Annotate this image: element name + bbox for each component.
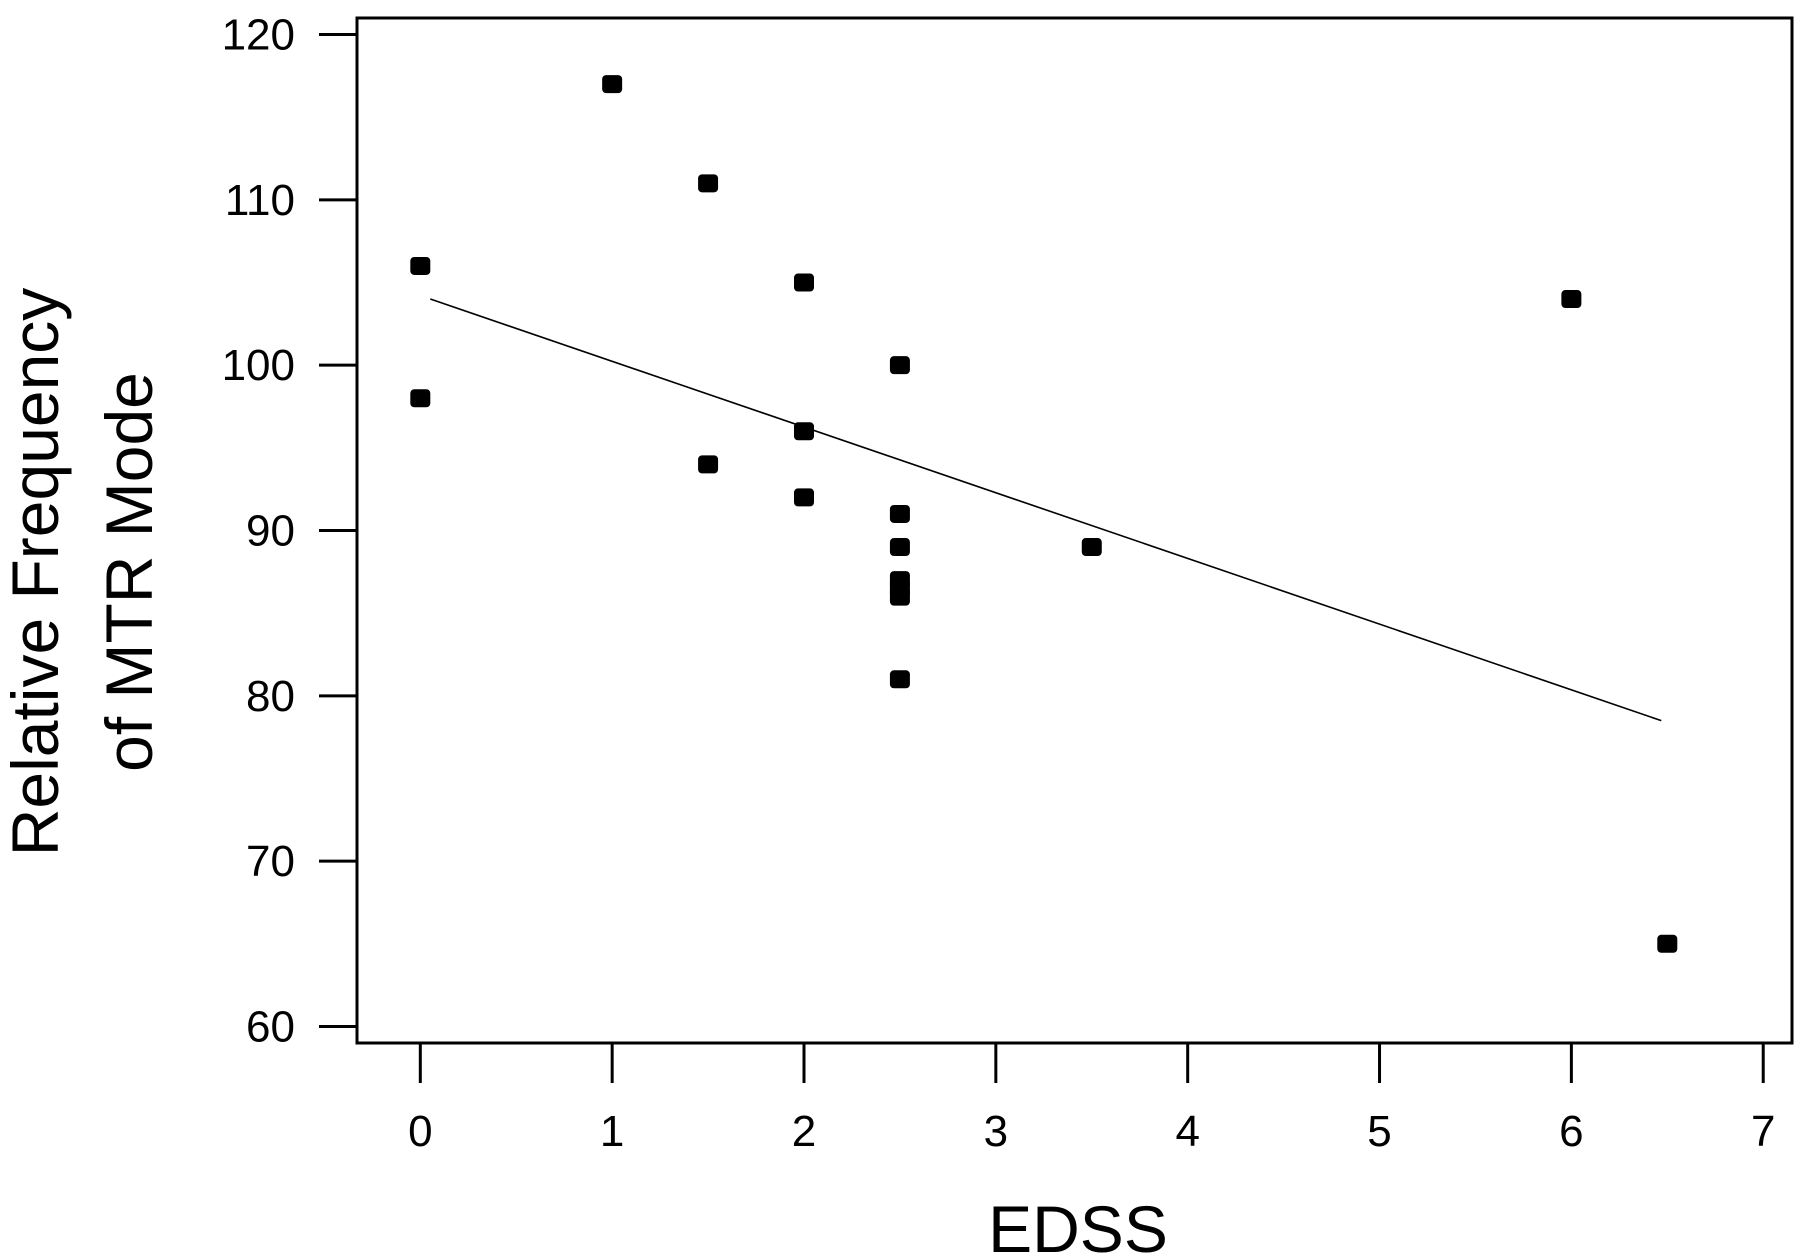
data-point-7	[793, 488, 814, 507]
data-point-9	[889, 504, 910, 523]
x-axis-label: EDSS	[988, 1192, 1168, 1259]
y-tick-label-120: 120	[222, 11, 295, 60]
data-point-15	[1081, 538, 1102, 557]
data-point-14	[889, 670, 910, 689]
data-point-8	[889, 356, 910, 375]
x-tick-label-0: 0	[408, 1107, 432, 1156]
x-tick-label-1: 1	[600, 1107, 624, 1156]
fit-line	[430, 298, 1662, 722]
x-tick-label-4: 4	[1175, 1107, 1199, 1156]
x-axis-ticks: 0 1 2 3 4 5 6 7	[408, 1043, 1775, 1156]
data-points	[410, 75, 1678, 953]
x-tick-label-3: 3	[984, 1107, 1008, 1156]
data-point-3	[698, 174, 719, 193]
plot-border	[355, 16, 1794, 1045]
y-axis-ticks: 60 70 80 90 100 110 120	[222, 11, 357, 1051]
data-point-0	[410, 256, 431, 275]
data-point-5	[793, 273, 814, 292]
data-point-10	[889, 538, 910, 557]
data-point-13	[889, 587, 910, 606]
data-point-16	[1561, 290, 1582, 309]
y-tick-label-110: 110	[225, 176, 295, 225]
regression-line	[430, 298, 1662, 722]
x-tick-label-6: 6	[1559, 1107, 1583, 1156]
plot-frame	[355, 16, 1794, 1045]
y-axis-label-line-1: Relative Frequency	[0, 288, 72, 857]
y-tick-label-70: 70	[246, 837, 295, 886]
x-tick-label-5: 5	[1367, 1107, 1391, 1156]
y-axis-label-line-2: of MTR Mode	[92, 372, 166, 772]
y-tick-label-80: 80	[246, 672, 295, 721]
y-tick-label-100: 100	[222, 341, 295, 390]
data-point-2	[602, 75, 623, 94]
y-axis-label: Relative Frequency of MTR Mode	[0, 288, 166, 857]
data-point-1	[410, 389, 431, 408]
x-tick-label-2: 2	[792, 1107, 816, 1156]
data-point-6	[793, 422, 814, 441]
y-tick-label-60: 60	[246, 1002, 295, 1051]
x-tick-label-7: 7	[1751, 1107, 1775, 1156]
data-point-17	[1657, 934, 1678, 953]
data-point-4	[698, 455, 719, 474]
y-tick-label-90: 90	[246, 507, 295, 556]
